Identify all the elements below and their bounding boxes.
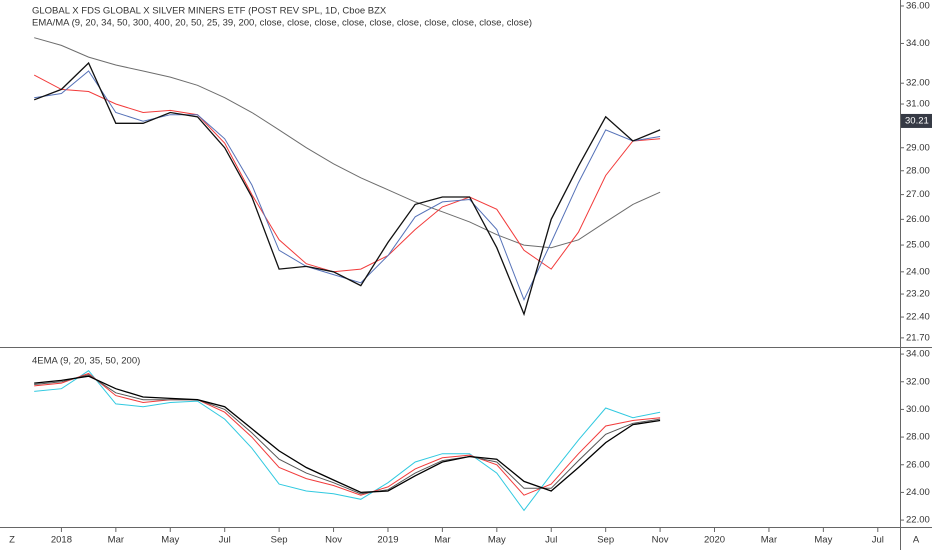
series-line	[34, 372, 661, 496]
x-tick-label: Jul	[872, 535, 884, 546]
x-tick-label: Sep	[597, 535, 614, 546]
x-tick-label: May	[488, 535, 506, 546]
chart-subtitle: EMA/MA (9, 20, 34, 50, 300, 400, 20, 50,…	[32, 18, 532, 29]
series-line	[34, 70, 661, 301]
y-tick-label: 34.00	[906, 38, 930, 49]
x-tick-label: Mar	[434, 535, 450, 546]
series-line	[34, 37, 661, 249]
series-line	[33, 74, 661, 273]
y-tick-label: 24.00	[906, 487, 930, 498]
chart-title: GLOBAL X FDS GLOBAL X SILVER MINERS ETF …	[32, 6, 387, 17]
y-tick-label: 23.20	[906, 289, 930, 300]
x-tick-label: Jul	[545, 535, 557, 546]
x-tick-label: Mar	[761, 535, 777, 546]
x-tick-label: May	[161, 535, 179, 546]
y-tick-label: 24.00	[906, 266, 930, 277]
series-line	[34, 374, 661, 495]
y-tick-label: 26.00	[906, 214, 930, 225]
y-tick-label: 31.00	[906, 99, 930, 110]
y-tick-label: 26.00	[906, 459, 930, 470]
y-tick-label: 25.00	[906, 240, 930, 251]
y-tick-label: 27.00	[906, 189, 930, 200]
y-tick-label: 22.40	[906, 312, 930, 323]
y-tick-label: 28.00	[906, 432, 930, 443]
x-tick-label: 2019	[377, 535, 398, 546]
series-line	[34, 370, 661, 512]
x-tick-label: Nov	[325, 535, 342, 546]
scale-button[interactable]: Z	[9, 535, 15, 546]
plot-area	[33, 37, 661, 317]
x-tick-label: 2018	[51, 535, 72, 546]
last-price-marker	[901, 113, 932, 128]
series-line	[33, 61, 661, 317]
y-tick-label: 22.00	[906, 515, 930, 526]
x-tick-label: May	[814, 535, 832, 546]
x-tick-label: Mar	[108, 535, 124, 546]
y-tick-label: 32.00	[906, 376, 930, 387]
last-price-label: 30.21	[905, 115, 929, 126]
x-tick-label: Sep	[271, 535, 288, 546]
series-line	[34, 375, 661, 494]
indicator-title: 4EMA (9, 20, 35, 50, 200)	[32, 356, 140, 367]
x-tick-label: Nov	[652, 535, 669, 546]
y-tick-label: 21.70	[906, 332, 930, 343]
plot-area	[34, 370, 661, 512]
x-tick-label: 2020	[704, 535, 725, 546]
y-tick-label: 30.00	[906, 404, 930, 415]
auto-scale-button[interactable]: A	[913, 535, 920, 546]
y-tick-label: 36.00	[906, 0, 930, 11]
y-tick-label: 34.00	[906, 349, 930, 360]
y-tick-label: 28.00	[906, 165, 930, 176]
x-tick-label: Jul	[219, 535, 231, 546]
y-tick-label: 32.00	[906, 78, 930, 89]
y-tick-label: 29.00	[906, 142, 930, 153]
